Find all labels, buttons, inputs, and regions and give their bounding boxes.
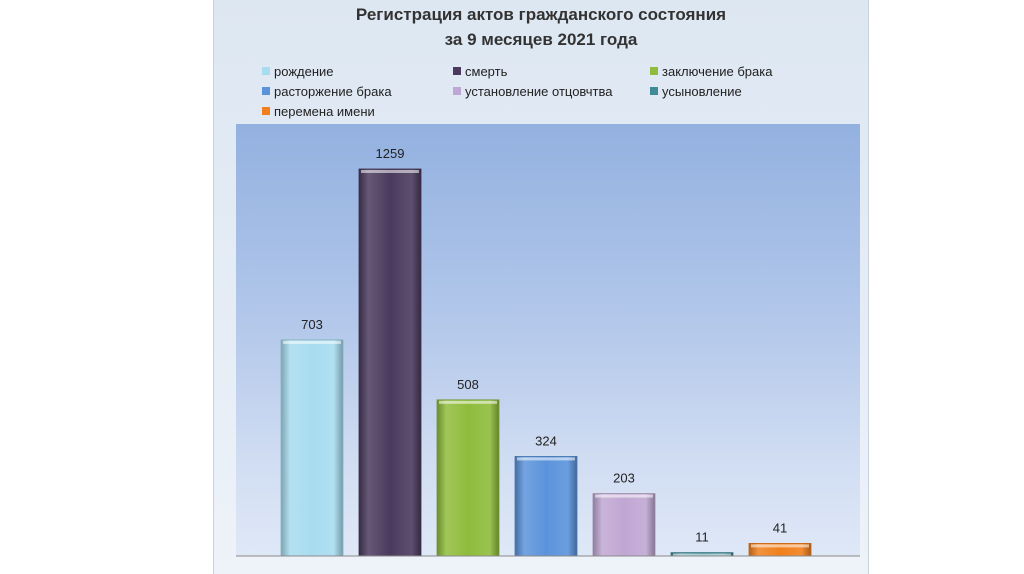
bar-highlight	[283, 340, 341, 344]
legend-entry: смерть	[453, 64, 507, 80]
data-label: 1259	[376, 146, 405, 161]
legend-swatch	[453, 87, 461, 95]
legend-label: установление отцовчтва	[465, 84, 613, 99]
bar-4	[514, 456, 578, 557]
legend-swatch	[650, 87, 658, 95]
data-label: 703	[301, 317, 323, 332]
legend-label: рождение	[274, 64, 334, 79]
chart-title-line1: Регистрация актов гражданского состояния	[355, 5, 727, 24]
bar-highlight	[751, 544, 809, 548]
chart-title: Регистрация актов гражданского состояния…	[213, 2, 869, 52]
legend-label: перемена имени	[274, 104, 375, 119]
legend-label: усыновление	[662, 84, 742, 99]
legend-entry: перемена имени	[262, 104, 375, 120]
data-label: 41	[773, 520, 787, 535]
data-label: 11	[695, 530, 709, 545]
bar-highlight	[517, 457, 575, 461]
legend-swatch	[650, 67, 658, 75]
bar-highlight	[439, 400, 497, 404]
legend-label: смерть	[465, 64, 508, 79]
bar-1	[280, 339, 344, 557]
legend-label: расторжение брака	[274, 84, 392, 99]
bar-5	[592, 493, 656, 557]
legend-swatch	[262, 67, 270, 75]
legend-swatch	[453, 67, 461, 75]
legend-swatch	[262, 107, 270, 115]
chart-title-line2: за 9 месяцев 2021 года	[444, 30, 638, 49]
legend-label: заключение брака	[662, 64, 773, 79]
legend-entry: заключение брака	[650, 64, 772, 80]
bar-highlight	[361, 170, 419, 173]
data-label: 324	[535, 433, 557, 448]
legend-entry: расторжение брака	[262, 84, 392, 100]
legend-entry: усыновление	[650, 84, 742, 100]
legend-entry: рождение	[262, 64, 334, 80]
bar-3	[436, 399, 500, 557]
legend-swatch	[262, 87, 270, 95]
chart-legend: рождение смерть заключение брака расторжени…	[262, 64, 862, 124]
bar-2	[358, 168, 422, 557]
data-label: 508	[457, 377, 479, 392]
bar-highlight	[673, 553, 731, 556]
data-label: 203	[613, 471, 635, 486]
legend-entry: установление отцовчтва	[453, 84, 612, 100]
bar-highlight	[595, 494, 653, 498]
